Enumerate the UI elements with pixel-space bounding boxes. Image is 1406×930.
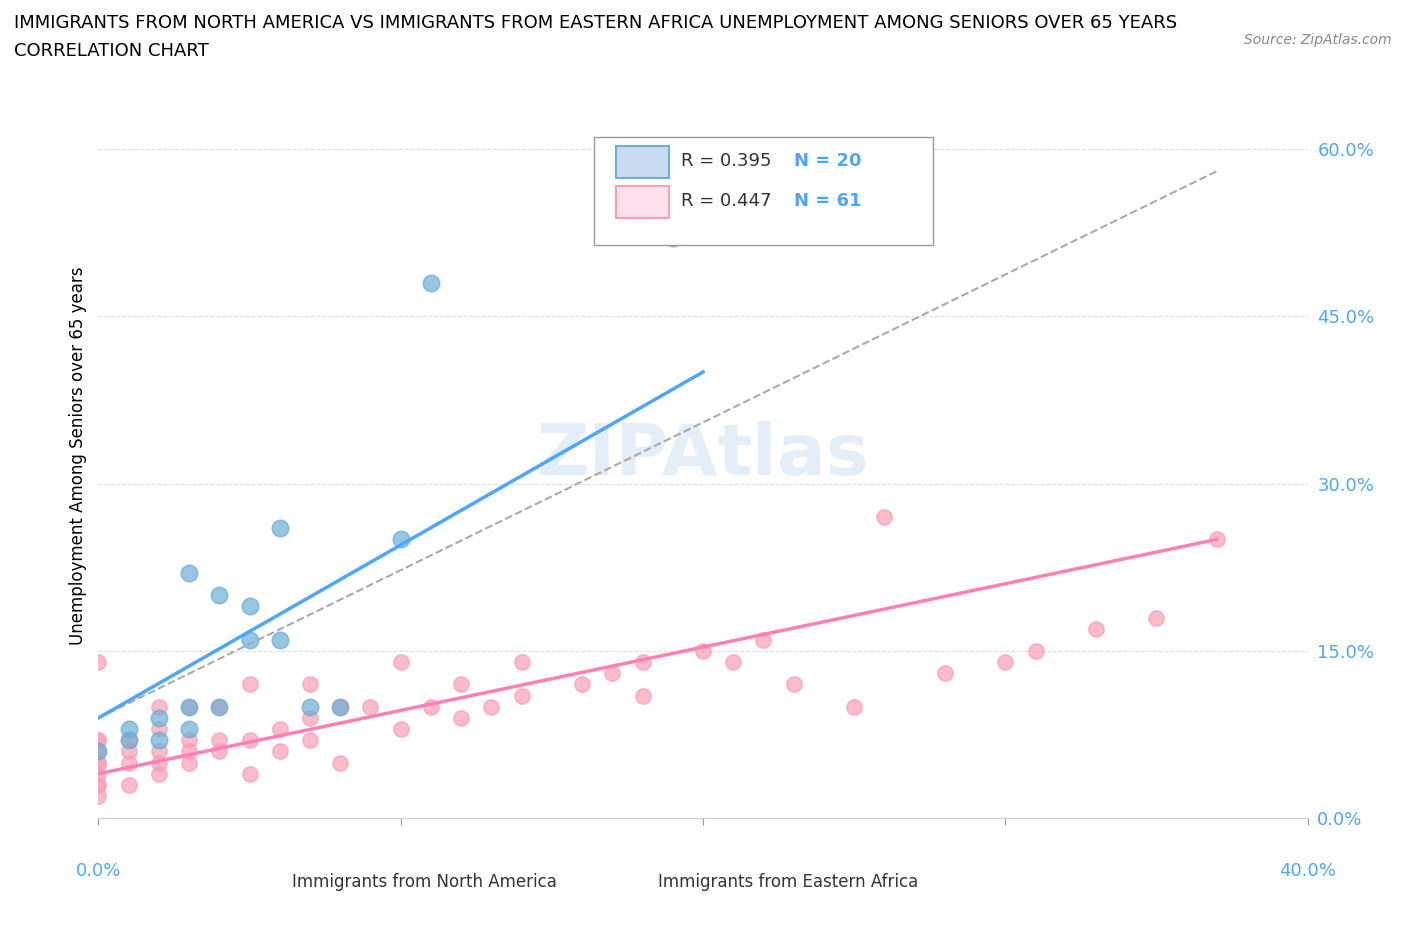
- Point: [239, 766, 262, 781]
- Point: [269, 722, 291, 737]
- Point: [87, 789, 110, 804]
- Text: 40.0%: 40.0%: [1279, 862, 1336, 880]
- Point: [269, 521, 291, 536]
- Point: [87, 755, 110, 770]
- Point: [481, 699, 503, 714]
- Point: [844, 699, 866, 714]
- Point: [208, 588, 231, 603]
- Point: [148, 755, 170, 770]
- Point: [1206, 532, 1229, 547]
- Y-axis label: Unemployment Among Seniors over 65 years: Unemployment Among Seniors over 65 years: [69, 267, 87, 644]
- Point: [1144, 610, 1167, 625]
- Point: [571, 677, 593, 692]
- Point: [208, 699, 231, 714]
- Point: [631, 655, 654, 670]
- Point: [179, 565, 201, 580]
- Point: [239, 632, 262, 647]
- Point: [239, 677, 262, 692]
- Point: [118, 755, 141, 770]
- Point: [179, 755, 201, 770]
- Point: [269, 632, 291, 647]
- FancyBboxPatch shape: [616, 186, 669, 218]
- Text: R = 0.447: R = 0.447: [682, 193, 772, 210]
- FancyBboxPatch shape: [657, 850, 683, 866]
- Point: [299, 711, 322, 725]
- Point: [1024, 644, 1046, 658]
- Point: [510, 688, 533, 703]
- Point: [510, 655, 533, 670]
- FancyBboxPatch shape: [595, 137, 932, 246]
- Point: [360, 699, 382, 714]
- Point: [389, 655, 412, 670]
- FancyBboxPatch shape: [309, 850, 336, 866]
- Point: [148, 711, 170, 725]
- Point: [87, 777, 110, 792]
- Point: [118, 733, 141, 748]
- Point: [87, 755, 110, 770]
- Point: [299, 677, 322, 692]
- Point: [723, 655, 745, 670]
- Text: CORRELATION CHART: CORRELATION CHART: [14, 42, 209, 60]
- Point: [87, 733, 110, 748]
- Point: [208, 744, 231, 759]
- Text: IMMIGRANTS FROM NORTH AMERICA VS IMMIGRANTS FROM EASTERN AFRICA UNEMPLOYMENT AMO: IMMIGRANTS FROM NORTH AMERICA VS IMMIGRA…: [14, 14, 1177, 32]
- Point: [118, 733, 141, 748]
- Point: [118, 777, 141, 792]
- Text: N = 61: N = 61: [793, 193, 862, 210]
- Point: [87, 733, 110, 748]
- Point: [934, 666, 956, 681]
- Point: [1085, 621, 1108, 636]
- Point: [87, 744, 110, 759]
- Point: [329, 699, 352, 714]
- Text: Immigrants from North America: Immigrants from North America: [292, 872, 557, 891]
- Text: N = 20: N = 20: [793, 153, 862, 170]
- Point: [87, 744, 110, 759]
- Point: [631, 688, 654, 703]
- Point: [389, 532, 412, 547]
- Point: [602, 666, 624, 681]
- Point: [389, 722, 412, 737]
- Point: [179, 699, 201, 714]
- Point: [329, 699, 352, 714]
- Point: [118, 722, 141, 737]
- Point: [179, 699, 201, 714]
- Point: [661, 231, 683, 246]
- Point: [148, 744, 170, 759]
- Text: 0.0%: 0.0%: [76, 862, 121, 880]
- Point: [752, 632, 775, 647]
- Point: [420, 699, 443, 714]
- Point: [269, 744, 291, 759]
- Point: [208, 733, 231, 748]
- Point: [329, 755, 352, 770]
- Text: R = 0.395: R = 0.395: [682, 153, 772, 170]
- Point: [450, 711, 472, 725]
- Text: Source: ZipAtlas.com: Source: ZipAtlas.com: [1244, 33, 1392, 46]
- Point: [450, 677, 472, 692]
- Point: [239, 599, 262, 614]
- Point: [179, 733, 201, 748]
- Point: [873, 510, 896, 525]
- Text: Immigrants from Eastern Africa: Immigrants from Eastern Africa: [658, 872, 918, 891]
- Point: [179, 744, 201, 759]
- Point: [692, 197, 714, 212]
- FancyBboxPatch shape: [616, 146, 669, 178]
- Text: ZIPAtlas: ZIPAtlas: [537, 421, 869, 490]
- Point: [87, 777, 110, 792]
- Point: [783, 677, 806, 692]
- Point: [148, 766, 170, 781]
- Point: [420, 275, 443, 290]
- Point: [87, 655, 110, 670]
- Point: [118, 744, 141, 759]
- Point: [299, 699, 322, 714]
- Point: [299, 733, 322, 748]
- Point: [692, 644, 714, 658]
- Point: [148, 722, 170, 737]
- Point: [179, 722, 201, 737]
- Point: [208, 699, 231, 714]
- Point: [994, 655, 1017, 670]
- Point: [87, 766, 110, 781]
- Point: [239, 733, 262, 748]
- Point: [148, 699, 170, 714]
- Point: [148, 733, 170, 748]
